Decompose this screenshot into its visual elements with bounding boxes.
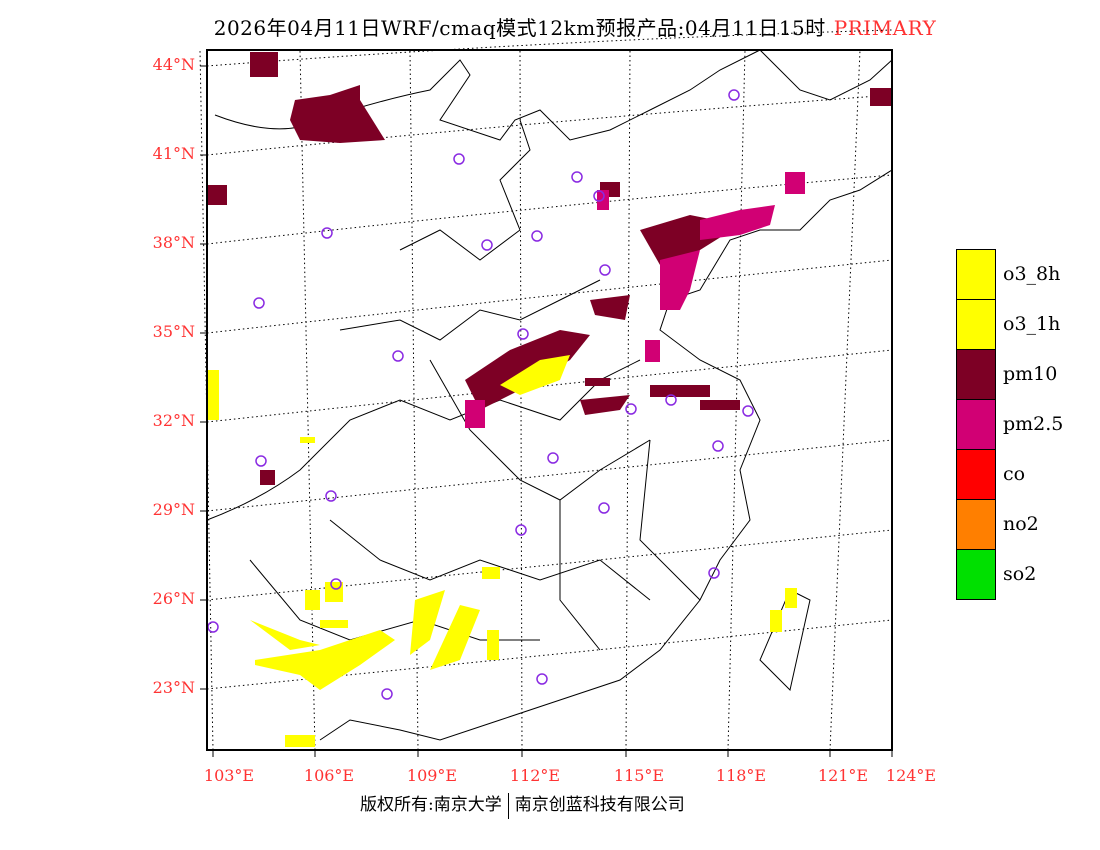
legend-label: no2 [1003, 513, 1039, 535]
legend-swatch [956, 449, 996, 499]
title-tag: PRIMARY [833, 16, 937, 40]
legend-swatch [956, 548, 996, 600]
legend-swatch [956, 399, 996, 449]
pollution-pm10 [207, 52, 892, 485]
lat-label: 41°N [152, 144, 195, 163]
lon-label: 118°E [715, 766, 767, 785]
legend-label: o3_8h [1003, 263, 1061, 285]
lon-label: 112°E [509, 766, 561, 785]
separator [507, 792, 509, 819]
lon-label: 115°E [613, 766, 665, 785]
legend-swatch [956, 499, 996, 549]
title-text: 2026年04月11日WRF/cmaq模式12km预报产品:04月11日15时 [213, 16, 826, 40]
lat-label: 23°N [152, 678, 195, 697]
legend-label: pm10 [1003, 363, 1058, 385]
legend-item: o3_8h [956, 249, 1063, 299]
legend-swatch [956, 249, 996, 299]
lon-label: 103°E [203, 766, 255, 785]
copyright-company: 南京创蓝科技有限公司 [514, 795, 685, 815]
station-markers [207, 89, 754, 700]
lat-label: 32°N [152, 411, 195, 430]
copyright-owner: 版权所有:南京大学 [360, 795, 502, 815]
boundaries [206, 49, 893, 741]
lon-label: 106°E [303, 766, 355, 785]
lat-label: 26°N [152, 589, 195, 608]
lat-label: 29°N [152, 500, 195, 519]
legend-label: pm2.5 [1003, 413, 1064, 435]
legend-item: co [956, 449, 1063, 499]
lat-label: 44°N [152, 55, 195, 74]
lon-label: 124°E [885, 766, 937, 785]
legend-item: pm2.5 [956, 399, 1063, 449]
pollution-o3 [207, 355, 797, 747]
legend-item: no2 [956, 499, 1063, 549]
legend-label: o3_1h [1003, 313, 1061, 335]
legend-item: so2 [956, 548, 1063, 600]
lat-label: 38°N [152, 233, 195, 252]
legend-label: co [1003, 463, 1026, 485]
lon-label: 121°E [817, 766, 869, 785]
map-frame [206, 49, 893, 751]
legend-swatch [956, 299, 996, 349]
legend: o3_8h o3_1h pm10 pm2.5 co no2 so2 [956, 249, 1063, 600]
map-title: 2026年04月11日WRF/cmaq模式12km预报产品:04月11日15时 P… [0, 12, 1100, 41]
axis-ticks [200, 65, 893, 757]
legend-item: pm10 [956, 349, 1063, 399]
legend-swatch [956, 349, 996, 399]
footer-copyright: 版权所有:南京大学 南京创蓝科技有限公司 [360, 790, 685, 819]
lon-label: 109°E [406, 766, 458, 785]
legend-label: so2 [1003, 563, 1037, 585]
lat-label: 35°N [152, 322, 195, 341]
legend-item: o3_1h [956, 299, 1063, 349]
